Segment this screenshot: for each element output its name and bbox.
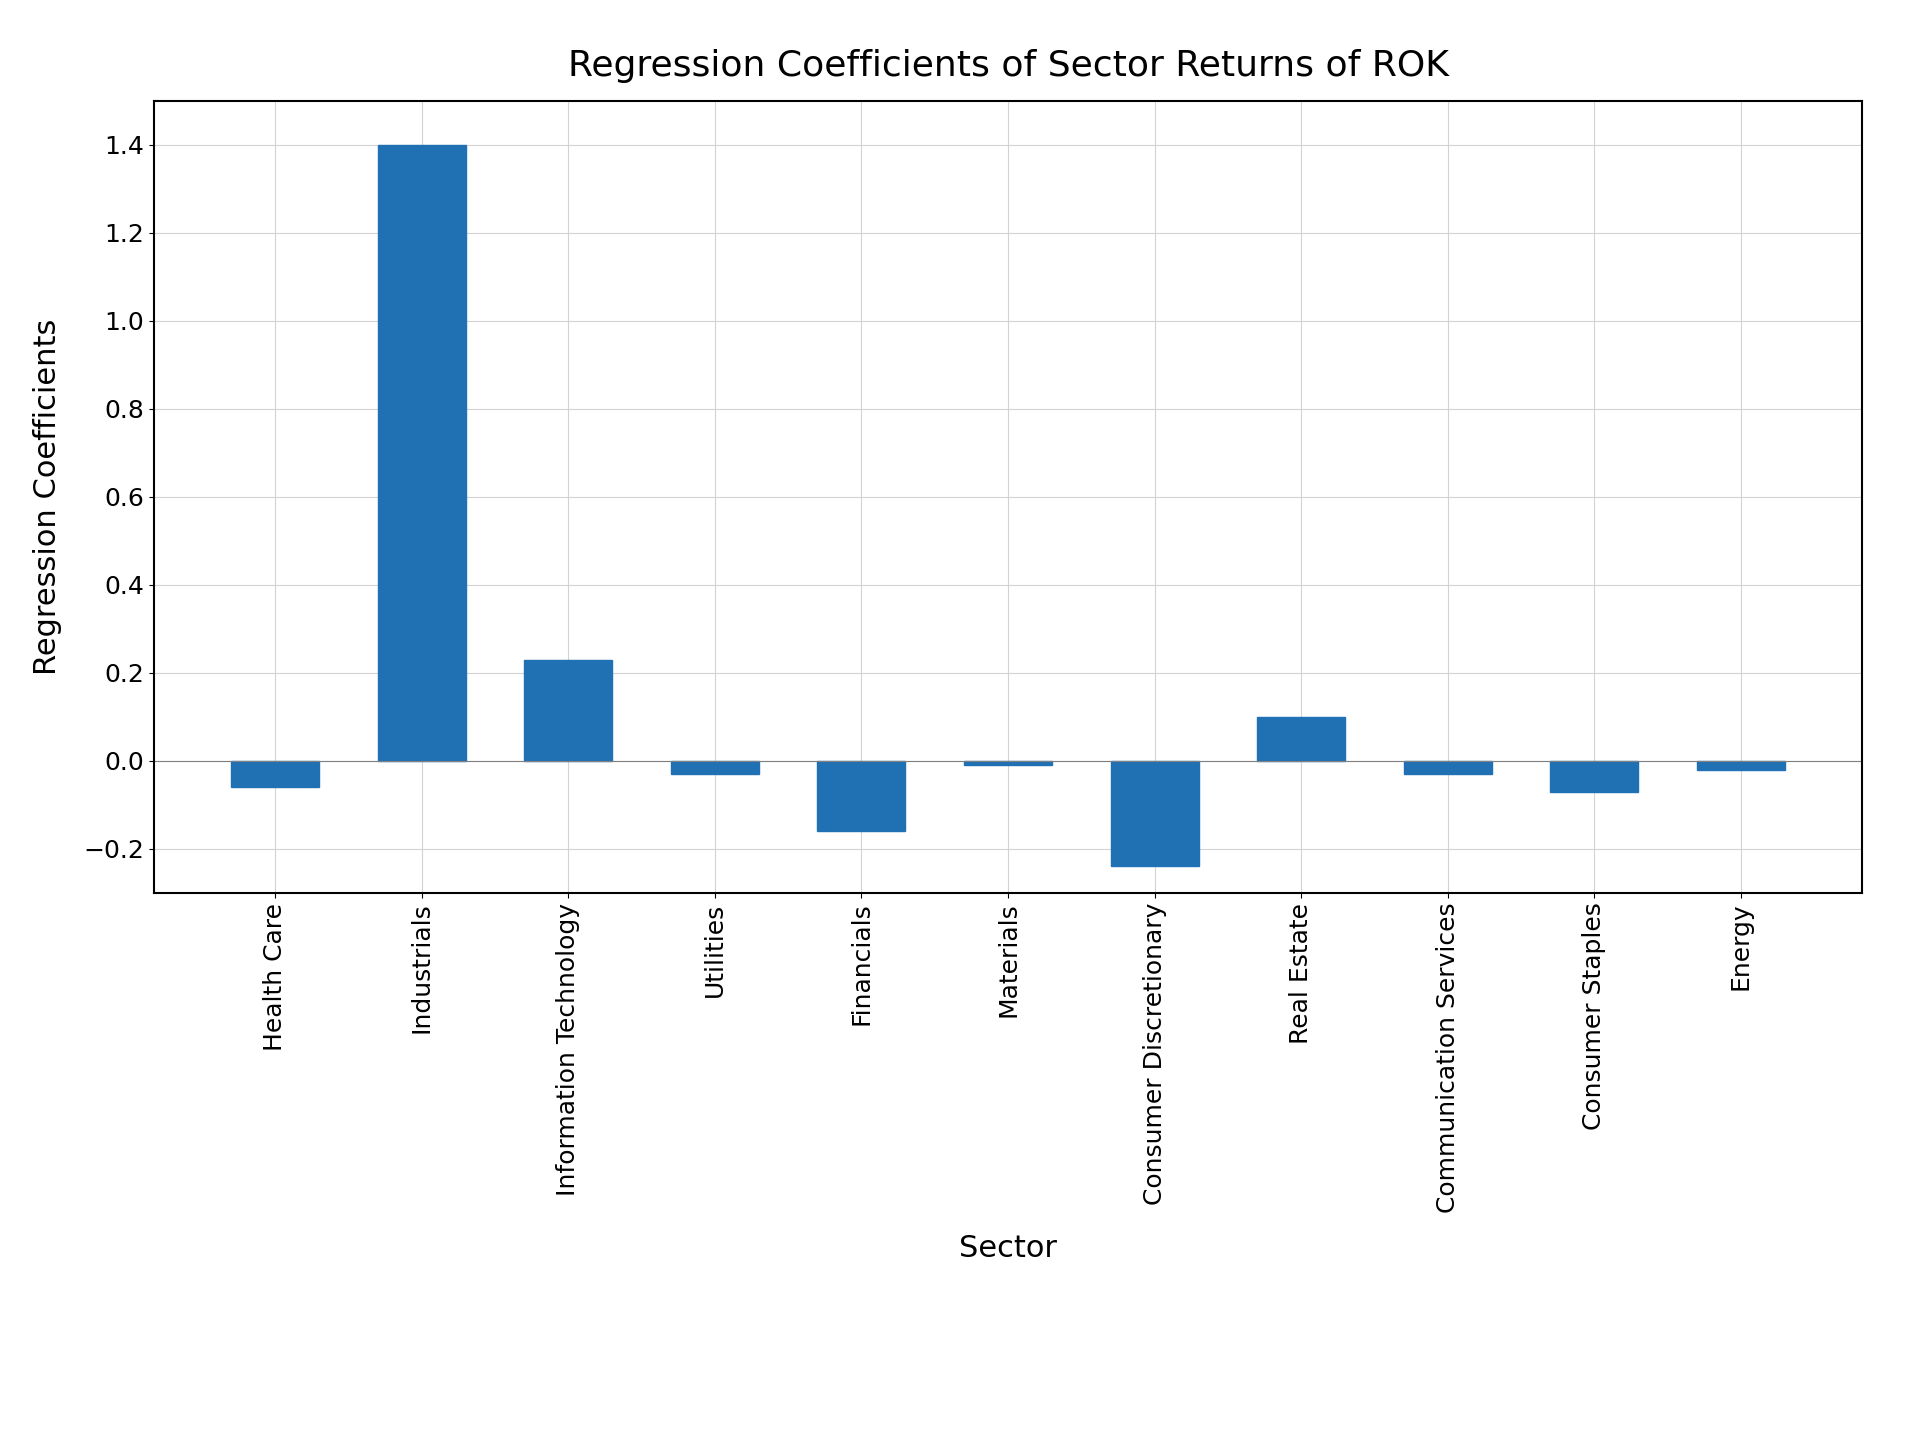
Y-axis label: Regression Coefficients: Regression Coefficients <box>33 318 61 675</box>
Bar <box>524 660 612 760</box>
Bar <box>1697 760 1786 769</box>
Title: Regression Coefficients of Sector Returns of ROK: Regression Coefficients of Sector Return… <box>568 49 1448 82</box>
Bar <box>670 760 758 775</box>
Bar <box>378 145 467 760</box>
Bar <box>818 760 906 831</box>
Bar <box>964 760 1052 765</box>
Bar <box>230 760 319 788</box>
Bar <box>1549 760 1638 792</box>
Bar <box>1404 760 1492 775</box>
X-axis label: Sector: Sector <box>958 1234 1058 1263</box>
Bar <box>1258 717 1346 760</box>
Bar <box>1110 760 1198 867</box>
